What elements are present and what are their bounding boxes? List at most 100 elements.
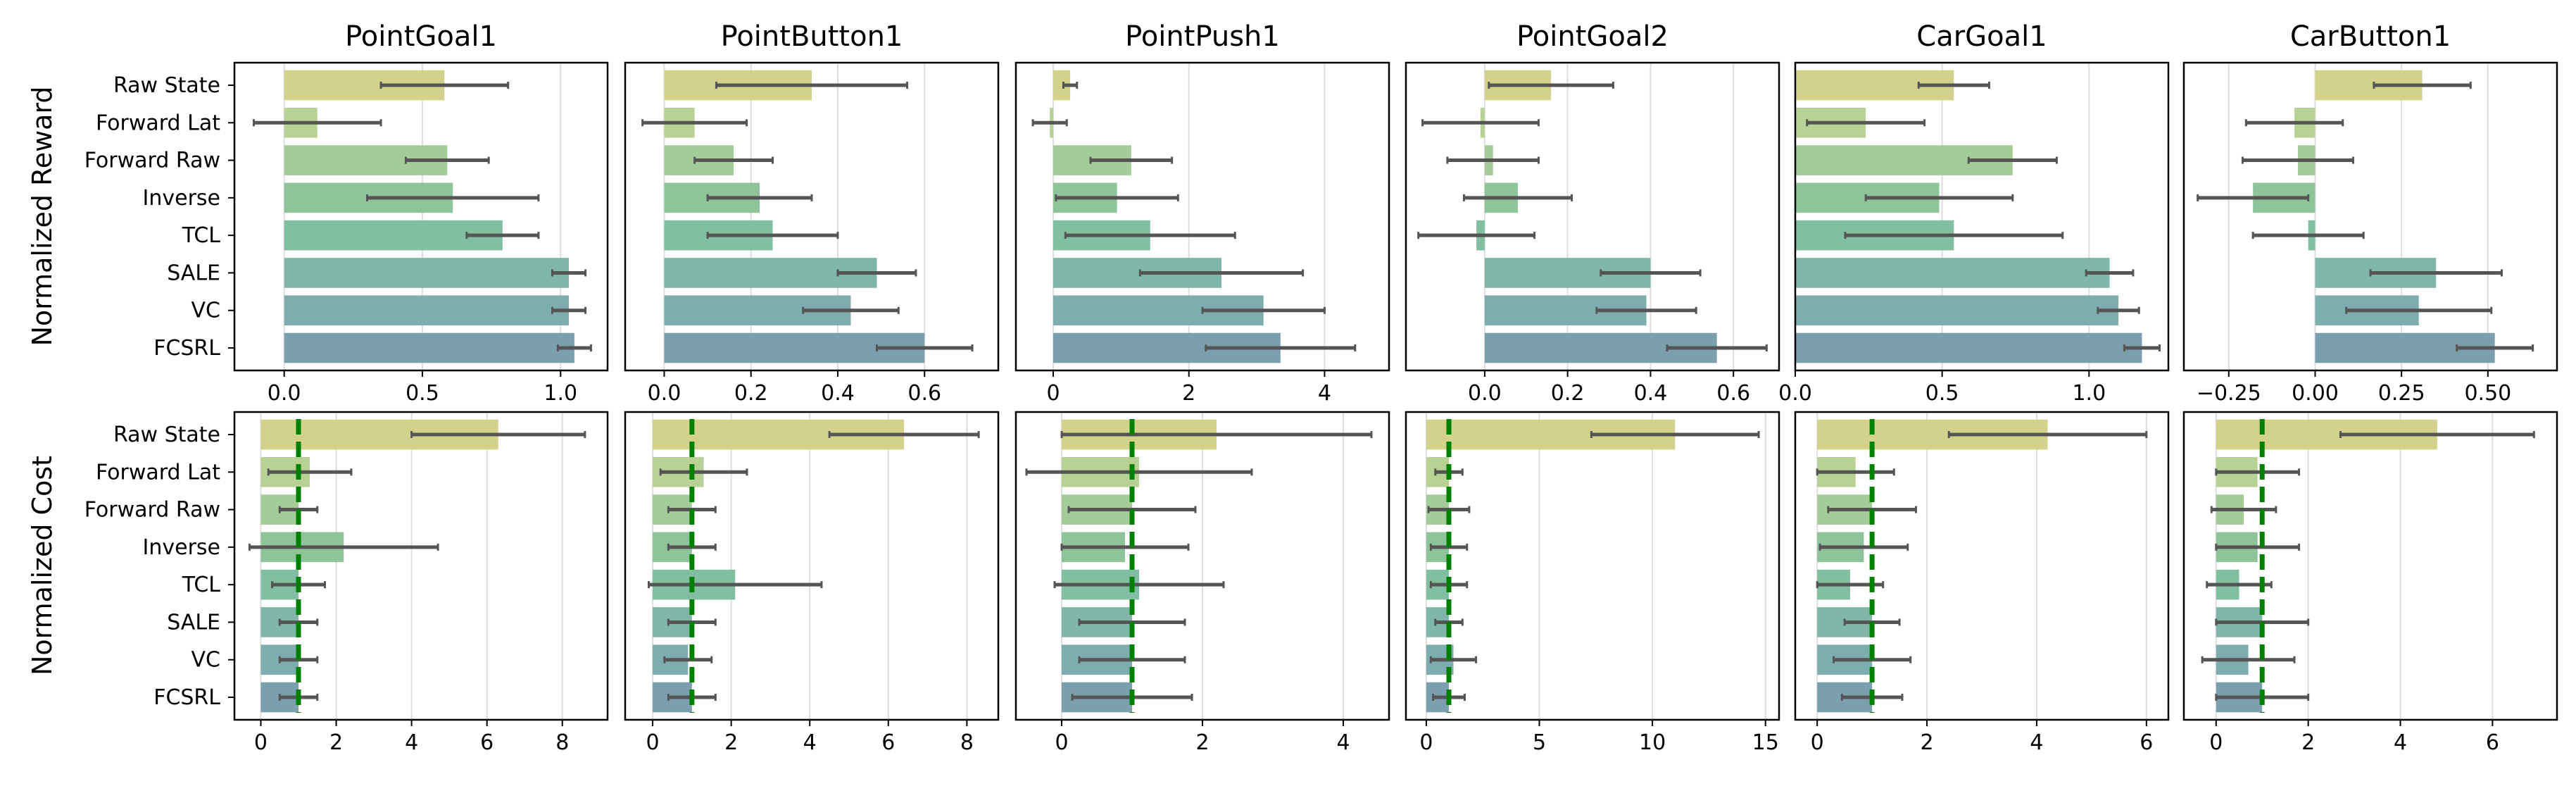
y-tick-label-fcsrl: FCSRL (153, 685, 220, 710)
x-tick-label: 15 (1752, 730, 1779, 755)
axes-frame (1794, 411, 2170, 721)
x-tick-label: 1.0 (2072, 381, 2106, 406)
axes-frame (1405, 61, 1780, 372)
x-tick-label: 2 (1195, 730, 1209, 755)
chart-title-cargoal1: CarGoal1 (1916, 20, 2047, 53)
axes-frame (233, 411, 609, 721)
x-tick-label: 0.25 (2378, 381, 2425, 406)
chart-title-pointbutton1: PointButton1 (721, 20, 903, 53)
panel-reward-carbutton1: −0.25 0.00 0.25 0.50 CarButton1 (2182, 20, 2558, 406)
x-tick-label: 0.5 (1925, 381, 1959, 406)
axes-frame (1405, 411, 1780, 721)
chart-title-carbutton1: CarButton1 (2290, 20, 2451, 53)
x-tick-label: 0 (1811, 730, 1824, 755)
x-tick-label: 0.6 (907, 381, 941, 406)
x-tick-label: 0.0 (1778, 381, 1812, 406)
x-tick-label: 6 (480, 730, 494, 755)
x-tick-label: 0.50 (2464, 381, 2511, 406)
y-tick-label-forward-lat: Forward Lat (96, 111, 220, 135)
x-tick-label: 4 (1318, 381, 1331, 406)
axes-frame (1014, 61, 1390, 372)
chart-title-pointgoal2: PointGoal2 (1516, 20, 1669, 53)
bar-fcsrl (1795, 332, 2142, 363)
axes-frame (2182, 61, 2558, 372)
x-tick-label: 0.0 (268, 381, 301, 406)
panel-cost-col4: 0 5 10 15 (1405, 411, 1780, 755)
chart-title-pointgoal1: PointGoal1 (345, 20, 497, 53)
x-tick-label: 0 (2209, 730, 2223, 755)
row-label-cost: Normalized Cost (27, 456, 58, 675)
x-tick-label: 8 (555, 730, 569, 755)
panel-reward-cargoal1: 0.0 0.5 1.0 CarGoal1 (1778, 20, 2170, 406)
x-tick-label: 2 (1182, 381, 1195, 406)
x-tick-label: 8 (960, 730, 974, 755)
row-label-reward: Normalized Reward (27, 86, 58, 346)
x-tick-label: 0 (254, 730, 268, 755)
axes-frame (2182, 411, 2558, 721)
chart-title-pointpush1: PointPush1 (1125, 20, 1280, 53)
x-tick-label: 4 (1336, 730, 1350, 755)
y-tick-label-forward-raw: Forward Raw (84, 149, 220, 173)
x-tick-label: 0 (1419, 730, 1433, 755)
panel-cost-col1: 0 2 4 6 8 Raw State Forward Lat Forward Raw Inve… (84, 411, 609, 755)
panel-cost-col3: 0 2 4 (1014, 411, 1390, 755)
x-tick-label: 0.2 (1551, 381, 1585, 406)
y-tick-label-forward-raw: Forward Raw (84, 498, 220, 523)
bar-vc (284, 295, 570, 326)
y-tick-label-tcl: TCL (182, 573, 221, 597)
x-tick-label: 0 (1055, 730, 1068, 755)
x-tick-label: 0.4 (1634, 381, 1668, 406)
x-tick-label: 2 (724, 730, 738, 755)
x-tick-label: 0.00 (2292, 381, 2339, 406)
panel-reward-pointgoal2: 0.0 0.2 0.4 0.6 PointGoal2 (1405, 20, 1780, 406)
x-tick-label: 0 (1046, 381, 1060, 406)
x-tick-label: 6 (2486, 730, 2499, 755)
axes-frame (624, 411, 1000, 721)
x-tick-label: 0.4 (821, 381, 855, 406)
x-tick-label: 0.0 (1468, 381, 1502, 406)
x-tick-label: 0.0 (648, 381, 681, 406)
bar-sale (1795, 258, 2110, 288)
x-tick-label: 10 (1639, 730, 1666, 755)
panel-cost-col6: 0 2 4 6 (2182, 411, 2558, 755)
y-tick-label-fcsrl: FCSRL (153, 336, 220, 361)
panel-reward-pointpush1: 0 2 4 PointPush1 (1014, 20, 1390, 406)
panel-cost-col2: 0 2 4 6 8 (624, 411, 1000, 755)
axes-frame (624, 61, 1000, 372)
bar-vc (1795, 295, 2119, 326)
x-tick-label: 2 (2301, 730, 2315, 755)
y-tick-label-inverse: Inverse (143, 535, 221, 560)
axes-frame (233, 61, 609, 372)
bar-sale (284, 258, 570, 288)
x-tick-label: 0.2 (734, 381, 768, 406)
x-tick-label: 2 (1921, 730, 1934, 755)
y-tick-label-raw-state: Raw State (113, 423, 220, 447)
x-tick-label: 1.0 (544, 381, 577, 406)
y-tick-label-tcl: TCL (182, 223, 221, 248)
x-tick-label: 6 (881, 730, 895, 755)
x-tick-label: 4 (2030, 730, 2043, 755)
x-tick-label: 4 (803, 730, 817, 755)
bar-fcsrl (284, 332, 574, 363)
y-tick-label-sale: SALE (167, 261, 220, 285)
axes-frame (1794, 61, 2170, 372)
x-tick-label: 0.5 (406, 381, 439, 406)
y-tick-label-sale: SALE (167, 610, 220, 635)
y-tick-label-vc: VC (191, 648, 220, 673)
x-tick-label: 4 (405, 730, 418, 755)
panel-cost-col5: 0 2 4 6 (1794, 411, 2170, 755)
y-tick-label-forward-lat: Forward Lat (96, 460, 220, 485)
y-tick-label-raw-state: Raw State (113, 73, 220, 98)
x-tick-label: 0 (646, 730, 660, 755)
x-tick-label: −0.25 (2197, 381, 2261, 406)
y-tick-label-vc: VC (191, 299, 220, 323)
x-tick-label: 0.6 (1716, 381, 1750, 406)
x-tick-label: 6 (2140, 730, 2153, 755)
x-tick-label: 4 (2394, 730, 2407, 755)
y-tick-label-inverse: Inverse (143, 186, 221, 211)
x-tick-label: 2 (329, 730, 343, 755)
x-tick-label: 5 (1533, 730, 1546, 755)
panel-reward-pointgoal1: 0.0 0.5 1.0 Raw State Forward Lat Forward Raw… (84, 20, 609, 406)
